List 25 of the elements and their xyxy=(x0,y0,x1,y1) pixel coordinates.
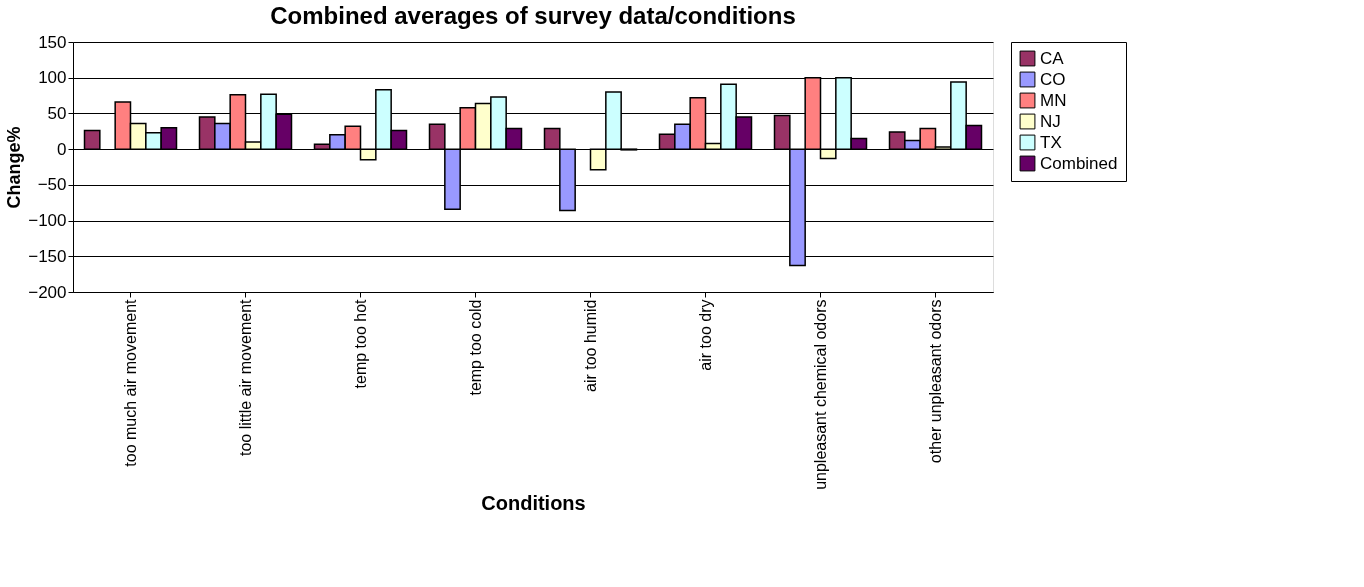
x-tick-label: too much air movement xyxy=(121,298,139,467)
legend-label: CA xyxy=(1040,48,1065,68)
x-tick-label: too little air movement xyxy=(236,298,254,457)
x-axis-title: Conditions xyxy=(481,491,586,514)
y-tick-label: −50 xyxy=(37,175,67,195)
y-tick-label: −100 xyxy=(28,211,67,231)
y-tick-label: −200 xyxy=(28,282,67,302)
x-tick-label: unpleasant chemical odors xyxy=(811,299,829,490)
x-tick-label: temp too cold xyxy=(466,299,484,396)
y-axis-title: Change% xyxy=(4,126,25,209)
x-tick-label: temp too hot xyxy=(351,298,369,389)
y-tick-label: 50 xyxy=(47,103,67,123)
legend-label: MN xyxy=(1040,90,1067,110)
y-tick-label: −150 xyxy=(28,246,67,266)
y-tick-label: 150 xyxy=(38,32,67,52)
chart-title: Combined averages of survey data/conditions xyxy=(270,2,796,29)
y-tick-label: 0 xyxy=(57,139,67,159)
x-tick-label: air too dry xyxy=(696,299,714,371)
legend-label: Combined xyxy=(1040,153,1118,173)
legend-label: TX xyxy=(1040,132,1062,152)
legend-label: NJ xyxy=(1040,111,1061,131)
x-tick-label: air too humid xyxy=(581,299,599,392)
y-tick-label: 100 xyxy=(38,68,67,88)
x-tick-label: other unpleasant odors xyxy=(926,299,944,464)
legend-label: CO xyxy=(1040,69,1066,89)
